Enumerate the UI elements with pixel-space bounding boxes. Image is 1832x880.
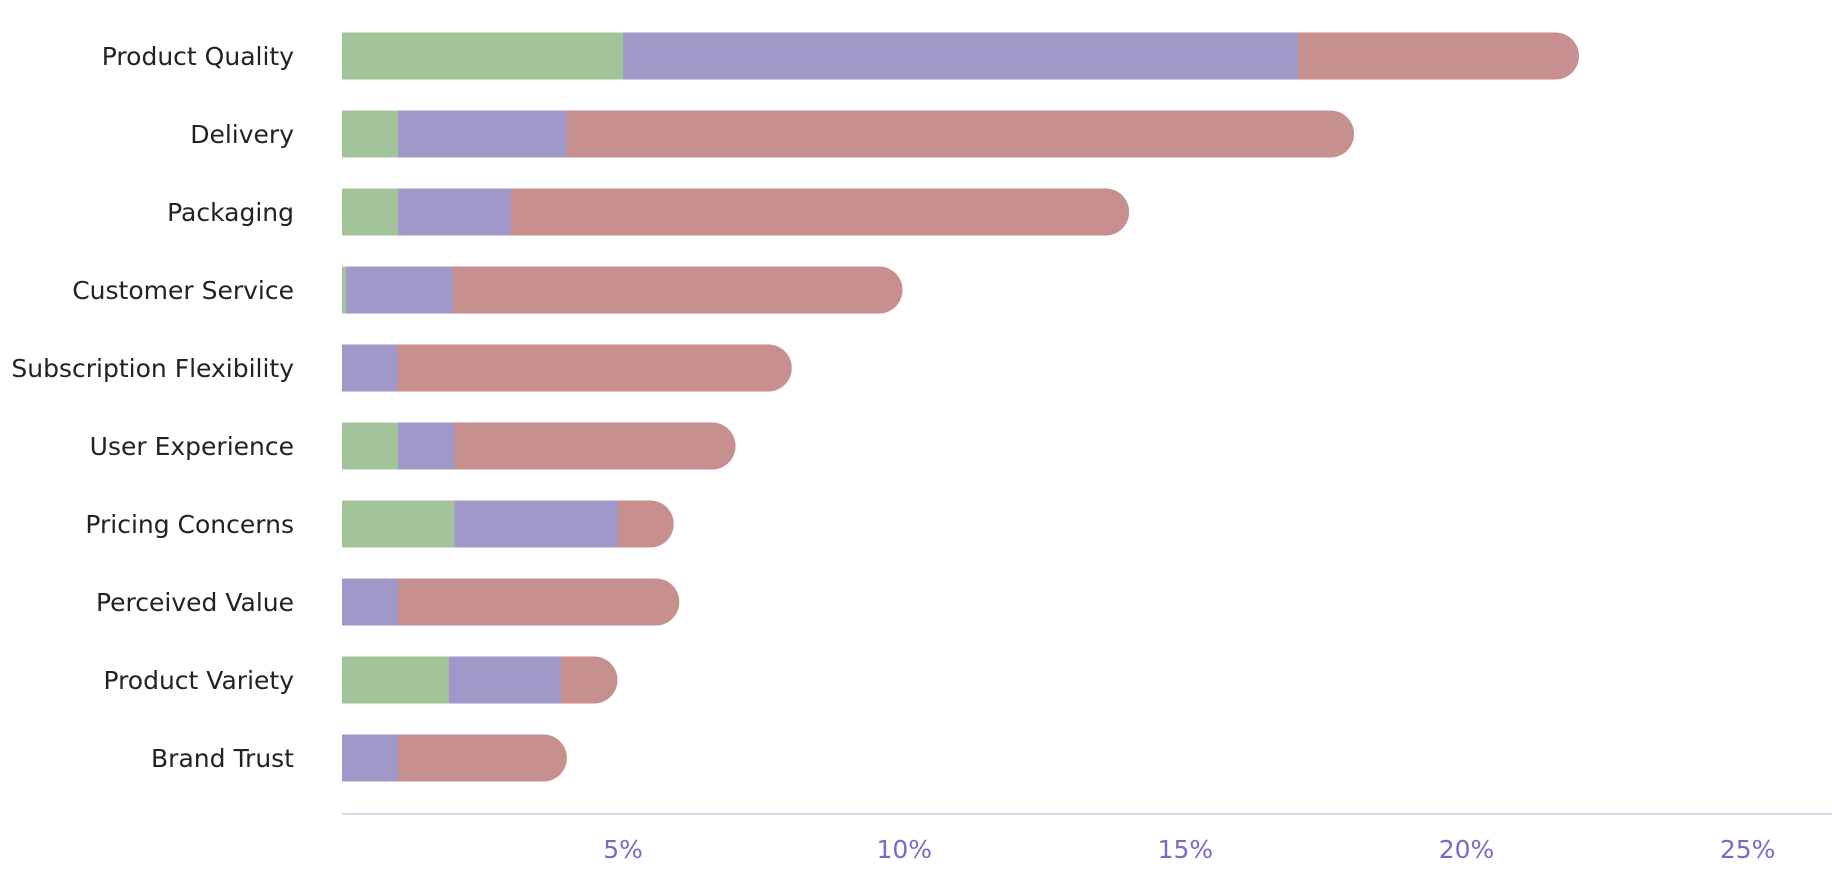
bar-group <box>342 32 1579 80</box>
x-tick-label: 10% <box>876 835 932 864</box>
bar-segment <box>448 656 562 704</box>
bar-segment <box>398 110 568 158</box>
category-label: Subscription Flexibility <box>11 354 294 383</box>
bar-group <box>342 422 736 470</box>
x-tick-label: 25% <box>1720 835 1776 864</box>
x-tick-label: 20% <box>1439 835 1495 864</box>
bar-segment <box>342 578 399 626</box>
category-label: Perceived Value <box>96 588 294 617</box>
bar-segment <box>342 32 624 80</box>
bar-group <box>342 344 792 392</box>
bar-segment <box>342 266 347 314</box>
bar-segment <box>566 110 1355 158</box>
bar-segment <box>398 734 567 782</box>
bar-segment <box>342 344 399 392</box>
bar-segment <box>342 110 399 158</box>
bar-segment <box>398 344 792 392</box>
bar-segment <box>342 734 399 782</box>
category-label: Product Quality <box>102 42 294 71</box>
bar-segment <box>342 188 399 236</box>
bar-segment <box>398 188 512 236</box>
category-label: Packaging <box>167 198 294 227</box>
bar-group <box>342 578 680 626</box>
bar-segment <box>342 500 456 548</box>
bar-segment <box>345 266 454 314</box>
bar-group <box>342 500 674 548</box>
bar-segment <box>398 422 456 470</box>
bar-segment <box>623 32 1299 80</box>
bar-segment <box>454 422 736 470</box>
category-label: Delivery <box>190 120 294 149</box>
bar-segment <box>1297 32 1579 80</box>
bar-segment <box>510 188 1130 236</box>
bar-segment <box>398 578 680 626</box>
bar-group <box>342 188 1130 236</box>
category-label: User Experience <box>90 432 294 461</box>
bar-segment <box>561 656 618 704</box>
x-tick-label: 15% <box>1158 835 1214 864</box>
bar-segment <box>342 422 399 470</box>
bar-group <box>342 734 567 782</box>
x-tick-label: 5% <box>603 835 643 864</box>
category-label: Customer Service <box>72 276 294 305</box>
bar-segment <box>454 500 619 548</box>
bar-segment <box>617 500 674 548</box>
category-label: Pricing Concerns <box>85 510 294 539</box>
category-label: Product Variety <box>103 666 294 695</box>
bar-segment <box>452 266 903 314</box>
bar-group <box>342 656 618 704</box>
bar-segment <box>342 656 450 704</box>
bar-group <box>342 110 1355 158</box>
category-label: Brand Trust <box>151 744 294 773</box>
bar-group <box>342 266 903 314</box>
